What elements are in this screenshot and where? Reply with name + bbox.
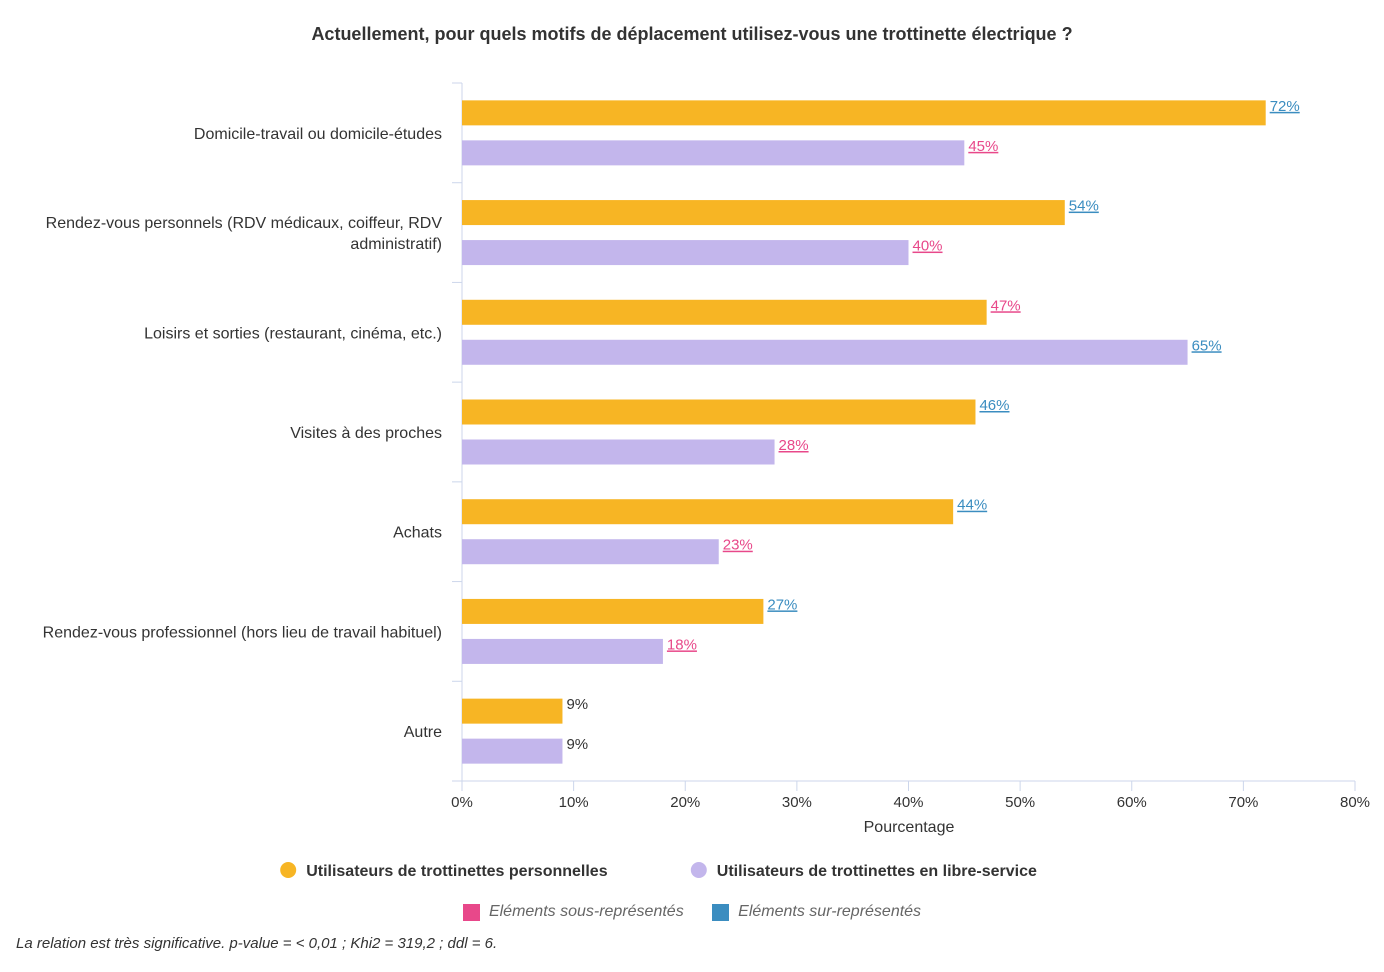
bar-chart: Actuellement, pour quels motifs de dépla… bbox=[43, 24, 1370, 880]
x-tick-label: 40% bbox=[893, 794, 923, 811]
category-label: Autre bbox=[404, 724, 442, 741]
bar[interactable] bbox=[462, 638, 663, 664]
data-label[interactable]: 72% bbox=[1270, 98, 1300, 115]
chart-title: Actuellement, pour quels motifs de dépla… bbox=[311, 24, 1072, 44]
bar[interactable] bbox=[462, 738, 563, 764]
legend-over-label: Eléments sur-représentés bbox=[738, 903, 922, 920]
data-label[interactable]: 18% bbox=[667, 636, 697, 653]
x-tick-label: 10% bbox=[559, 794, 589, 811]
bar[interactable] bbox=[462, 100, 1266, 126]
bar[interactable] bbox=[462, 539, 719, 565]
bar[interactable] bbox=[462, 698, 563, 724]
x-tick-label: 20% bbox=[670, 794, 700, 811]
data-label[interactable]: 40% bbox=[913, 238, 943, 255]
bar[interactable] bbox=[462, 499, 954, 525]
x-tick-label: 30% bbox=[782, 794, 812, 811]
category-label: Loisirs et sorties (restaurant, cinéma, … bbox=[144, 325, 442, 342]
bar[interactable] bbox=[462, 339, 1188, 365]
legend-under-represented[interactable]: Eléments sous-représentés bbox=[462, 903, 684, 921]
category-label: Domicile-travail ou domicile-études bbox=[194, 126, 442, 143]
x-axis-title: Pourcentage bbox=[864, 819, 955, 836]
category-label: Rendez-vous professionnel (hors lieu de … bbox=[43, 624, 442, 641]
legend-over-represented[interactable]: Eléments sur-représentés bbox=[712, 903, 921, 921]
legend-marker bbox=[280, 862, 297, 878]
bar[interactable] bbox=[462, 399, 976, 425]
category-label: Rendez-vous personnels (RDV médicaux, co… bbox=[46, 215, 443, 253]
x-tick-label: 70% bbox=[1228, 794, 1258, 811]
legend-label: Utilisateurs de trottinettes en libre-se… bbox=[717, 863, 1037, 880]
significance-legend: Eléments sous-représentés Eléments sur-r… bbox=[0, 903, 1384, 926]
x-tick-label: 0% bbox=[451, 794, 473, 811]
legend-under-label: Eléments sous-représentés bbox=[488, 903, 684, 920]
legend-item[interactable]: Utilisateurs de trottinettes personnelle… bbox=[280, 862, 608, 880]
data-label[interactable]: 46% bbox=[979, 397, 1009, 414]
data-label[interactable]: 27% bbox=[767, 596, 797, 613]
data-label[interactable]: 65% bbox=[1192, 337, 1222, 354]
x-tick-label: 80% bbox=[1340, 794, 1370, 811]
category-label: Achats bbox=[393, 525, 442, 542]
data-label[interactable]: 45% bbox=[968, 138, 998, 155]
category-label: Visites à des proches bbox=[290, 425, 442, 442]
bar[interactable] bbox=[462, 240, 909, 266]
data-label: 9% bbox=[566, 736, 588, 753]
significance-note: La relation est très significative. p-va… bbox=[16, 935, 498, 952]
under-represented-swatch bbox=[462, 903, 480, 921]
x-tick-label: 60% bbox=[1117, 794, 1147, 811]
data-label[interactable]: 54% bbox=[1069, 198, 1099, 215]
legend-label: Utilisateurs de trottinettes personnelle… bbox=[306, 863, 608, 880]
data-label[interactable]: 47% bbox=[991, 297, 1021, 314]
legend-marker bbox=[690, 862, 707, 878]
over-represented-swatch bbox=[712, 903, 730, 921]
bar[interactable] bbox=[462, 299, 987, 325]
data-label[interactable]: 23% bbox=[723, 537, 753, 554]
data-label[interactable]: 44% bbox=[957, 497, 987, 514]
bar[interactable] bbox=[462, 439, 775, 465]
legend-item[interactable]: Utilisateurs de trottinettes en libre-se… bbox=[690, 862, 1037, 880]
bar[interactable] bbox=[462, 598, 764, 624]
x-tick-label: 50% bbox=[1005, 794, 1035, 811]
bar[interactable] bbox=[462, 140, 965, 166]
data-label: 9% bbox=[566, 696, 588, 713]
data-label[interactable]: 28% bbox=[779, 437, 809, 454]
bar[interactable] bbox=[462, 200, 1065, 226]
